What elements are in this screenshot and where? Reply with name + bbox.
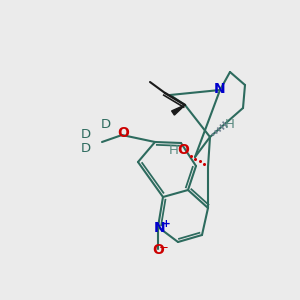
Text: H: H: [225, 118, 235, 130]
Polygon shape: [172, 105, 185, 115]
Text: +: +: [162, 219, 170, 229]
Text: D: D: [81, 128, 91, 142]
Text: −: −: [159, 242, 169, 254]
Text: O: O: [117, 126, 129, 140]
Text: H: H: [169, 143, 179, 157]
Text: N: N: [154, 221, 166, 235]
Text: D: D: [81, 142, 91, 155]
Text: D: D: [101, 118, 111, 130]
Text: O: O: [152, 243, 164, 257]
Text: N: N: [214, 82, 226, 96]
Text: O: O: [177, 143, 189, 157]
